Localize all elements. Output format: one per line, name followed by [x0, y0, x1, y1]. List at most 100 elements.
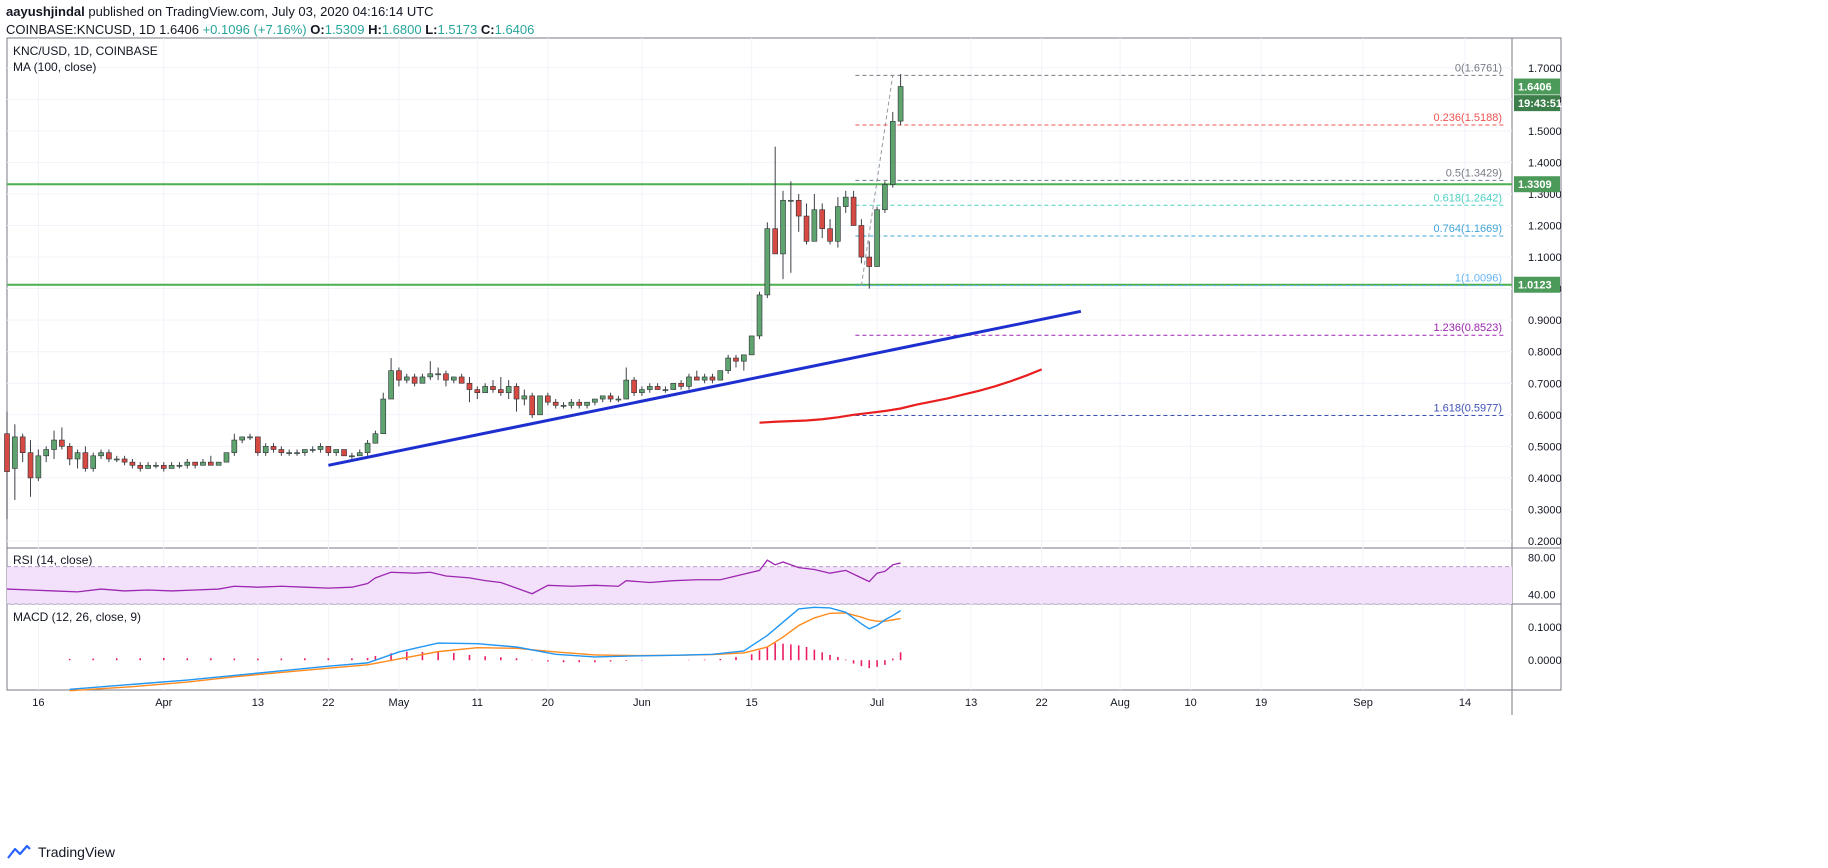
x-tick-label: 19: [1255, 697, 1267, 709]
candle: [113, 455, 120, 463]
candle: [482, 383, 488, 394]
candle-body: [780, 199, 786, 255]
candle: [788, 181, 794, 273]
candle-body: [98, 452, 104, 457]
candle: [372, 430, 379, 444]
candle: [490, 380, 496, 393]
candle-body: [137, 464, 144, 469]
x-tick-label: Sep: [1353, 697, 1373, 709]
candle: [255, 436, 261, 456]
candle: [850, 190, 857, 226]
candle: [780, 190, 786, 280]
candle: [529, 392, 535, 418]
candle: [427, 361, 434, 381]
candle-body: [670, 382, 677, 390]
candle-body: [646, 386, 653, 390]
candle-body: [521, 395, 528, 400]
open-label: O:: [310, 22, 325, 37]
tradingview-brand[interactable]: TradingView: [38, 844, 116, 860]
candle-body: [247, 436, 253, 439]
candle-body: [4, 433, 10, 472]
candle: [474, 386, 481, 400]
x-tick-label: 14: [1459, 697, 1471, 709]
publisher-name[interactable]: aayushjindal: [6, 4, 85, 19]
candle-body: [364, 442, 371, 453]
candle: [184, 458, 191, 469]
x-tick-label: Aug: [1110, 697, 1130, 709]
candle-body: [317, 446, 324, 450]
candle-body: [850, 196, 857, 226]
candle: [756, 291, 763, 340]
candle: [662, 386, 669, 393]
y-tick-label: 0.8000: [1528, 347, 1562, 359]
candle-body: [121, 458, 128, 463]
chart-header: aayushjindal published on TradingView.co…: [6, 3, 534, 39]
candle: [12, 424, 18, 500]
candle: [411, 373, 418, 387]
candle: [733, 354, 739, 368]
candle: [74, 449, 81, 469]
candle-body: [168, 464, 175, 469]
candle-body: [733, 357, 739, 362]
candle: [874, 206, 880, 267]
price-tag-label: 1.3309: [1518, 179, 1552, 191]
candle: [66, 443, 73, 466]
rsi-pane-title: RSI (14, close): [13, 553, 92, 567]
candle: [208, 455, 214, 466]
candle: [576, 399, 583, 409]
ma-indicator-label: MA (100, close): [13, 60, 96, 74]
low-label: L:: [425, 22, 438, 37]
candle-body: [208, 461, 214, 466]
candle-body: [889, 121, 896, 185]
candle: [4, 411, 10, 519]
candle-body: [427, 373, 434, 378]
candle: [192, 461, 198, 469]
candle-body: [701, 376, 708, 381]
candle: [294, 449, 300, 456]
candle-body: [835, 206, 841, 242]
candle: [403, 373, 410, 384]
symbol-label: COINBASE:KNCUSD, 1D: [6, 22, 156, 37]
candle-body: [803, 215, 810, 242]
candle: [349, 452, 355, 459]
candle: [819, 203, 826, 239]
x-tick-label: 22: [322, 697, 334, 709]
candle-body: [772, 228, 778, 255]
candle: [19, 433, 26, 463]
candle: [396, 367, 402, 387]
candle: [639, 386, 645, 396]
candle: [701, 373, 708, 384]
candle: [466, 376, 473, 403]
candle-body: [882, 184, 888, 211]
candle-body: [239, 436, 245, 441]
rsi-tick-label: 80.00: [1528, 552, 1556, 564]
candle: [741, 354, 747, 371]
fib-level-label: 0.764(1.1669): [1434, 223, 1503, 235]
candle-body: [294, 452, 300, 454]
tradingview-logo-icon[interactable]: [6, 844, 32, 860]
x-tick-label: May: [389, 697, 410, 709]
candle: [827, 219, 833, 245]
candle: [521, 389, 528, 406]
candle-body: [356, 452, 363, 457]
candle-body: [686, 376, 692, 387]
candle-body: [552, 401, 559, 406]
x-tick-label: Apr: [155, 697, 172, 709]
open-value: 1.5309: [324, 22, 365, 37]
y-tick-label: 1.4000: [1528, 157, 1562, 169]
candle: [646, 383, 653, 393]
candle-body: [262, 446, 269, 453]
candle-body: [466, 382, 473, 390]
candle: [584, 401, 590, 409]
fib-level-label: 0.5(1.3429): [1446, 167, 1502, 179]
fib-level-label: 1(1.0096): [1455, 273, 1502, 285]
candle-body: [474, 389, 481, 394]
candle: [98, 449, 104, 459]
x-tick-label: Jun: [633, 697, 651, 709]
tradingview-footer: TradingView: [6, 842, 115, 862]
candle: [592, 398, 598, 406]
candle: [537, 395, 543, 416]
candle: [811, 193, 818, 242]
candle-body: [380, 398, 387, 435]
